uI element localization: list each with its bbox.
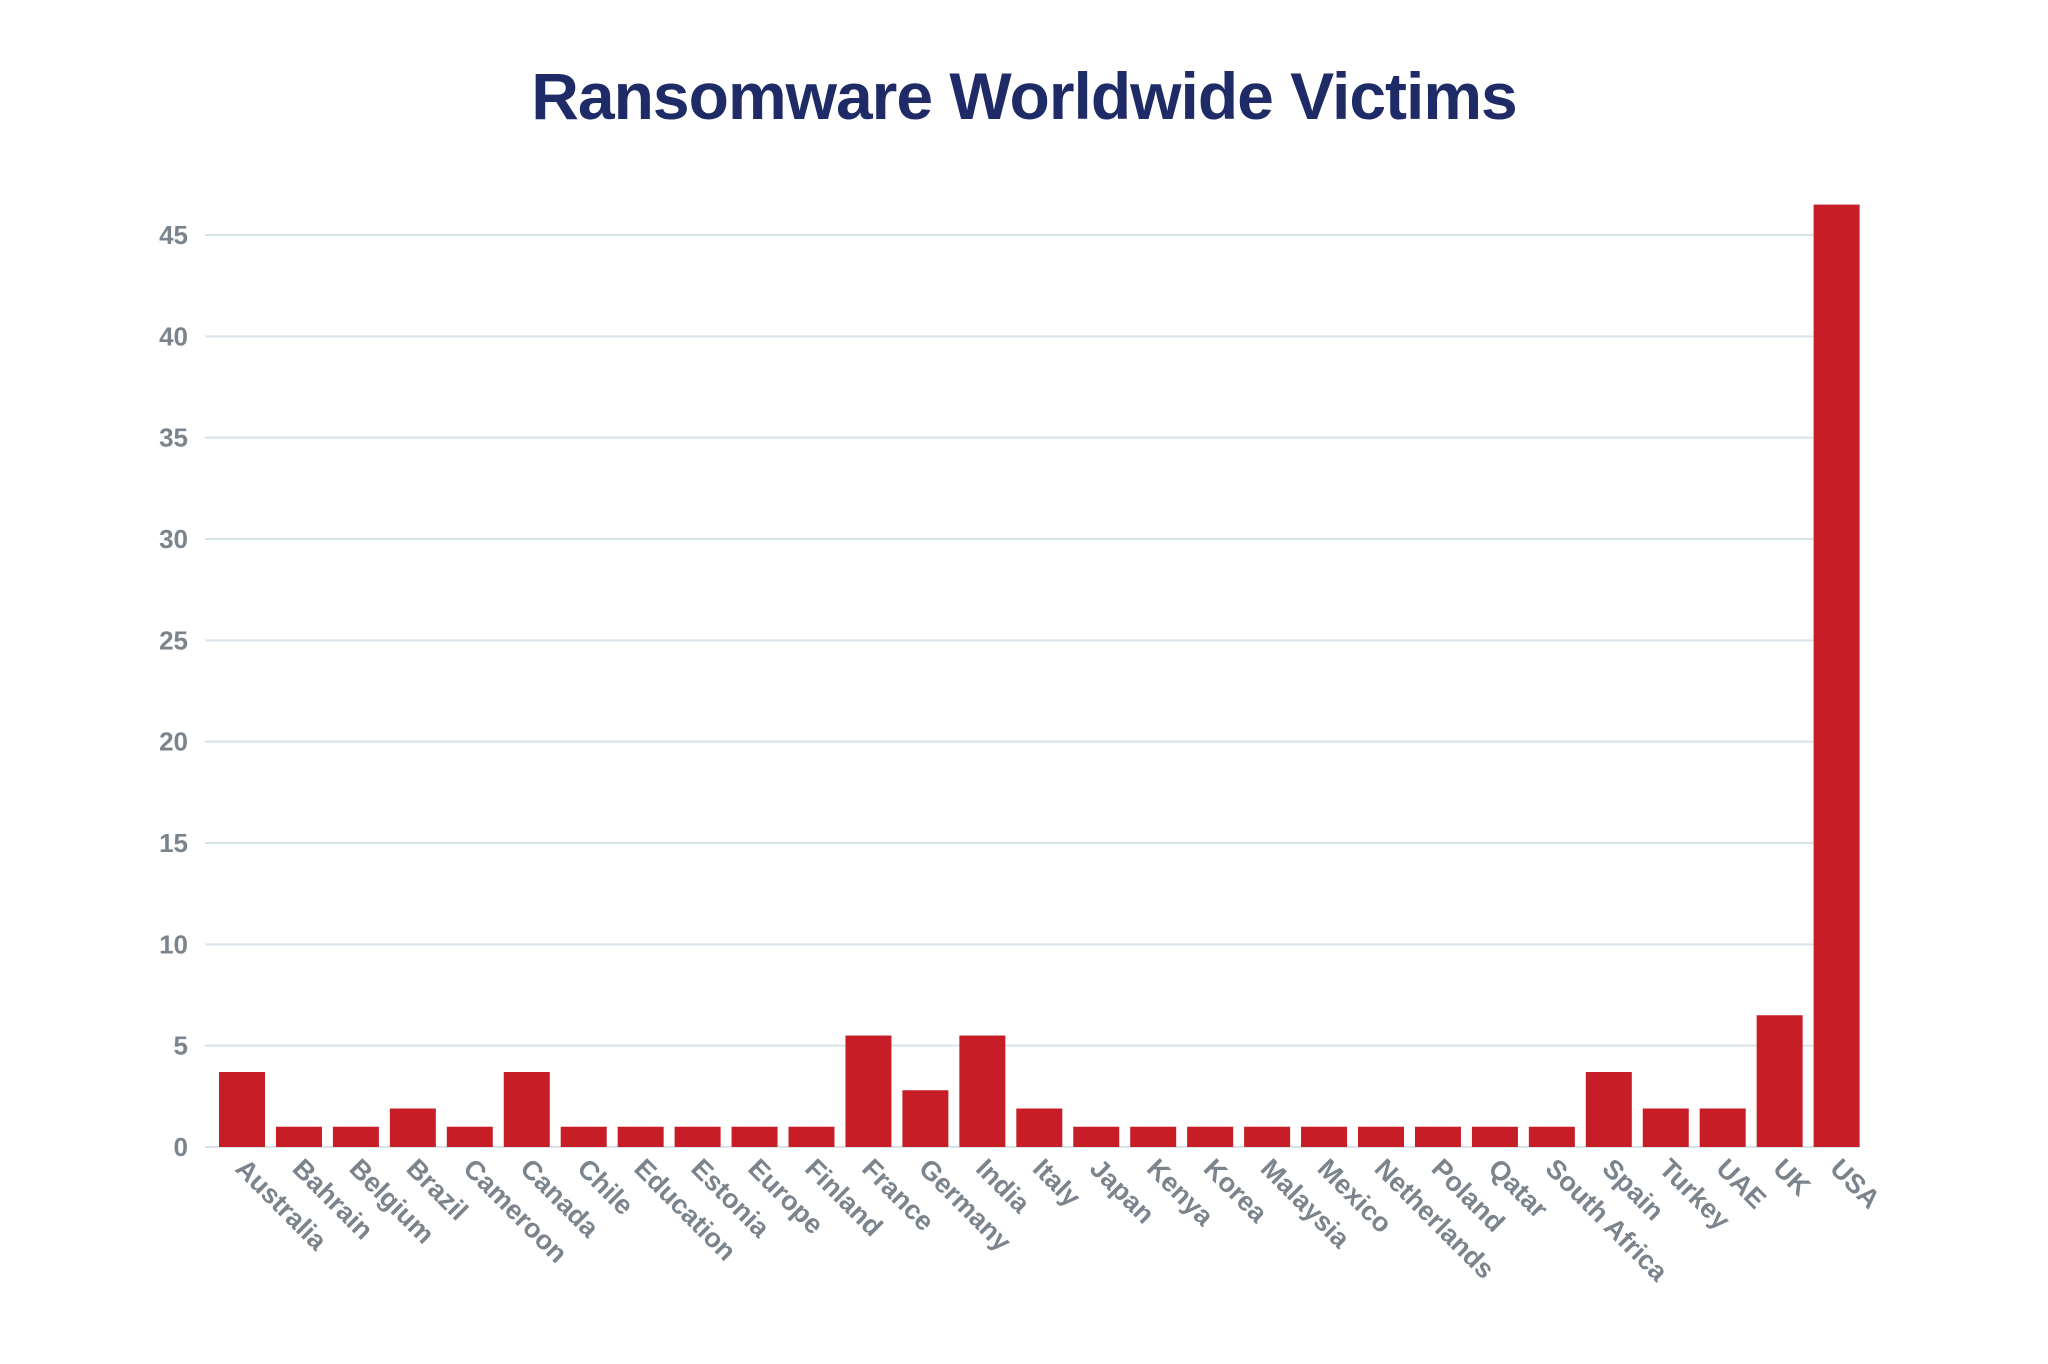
y-tick-label: 40 (159, 321, 188, 351)
bar-poland (1414, 1126, 1461, 1147)
y-tick-label: 35 (159, 423, 188, 453)
bar-italy (1016, 1108, 1063, 1147)
bar-finland (788, 1126, 835, 1147)
y-tick-label: 30 (159, 524, 188, 554)
x-tick-label: Italy (1027, 1153, 1086, 1212)
y-tick-label: 15 (159, 828, 188, 858)
grid-layer (205, 234, 1860, 1148)
bar-malaysia (1244, 1126, 1291, 1147)
x-tick-label: Japan (1084, 1153, 1160, 1229)
x-tick-label: USA (1824, 1153, 1886, 1215)
bars (219, 204, 1860, 1148)
bar-europe (731, 1126, 778, 1147)
bar-japan (1073, 1126, 1120, 1147)
bar-education (617, 1126, 664, 1147)
bar-australia (219, 1072, 265, 1147)
bar-germany (902, 1090, 949, 1147)
y-tick-label: 25 (159, 625, 188, 655)
bar-india (959, 1035, 1006, 1147)
bar-kenya (1130, 1126, 1177, 1147)
bar-usa (1813, 204, 1860, 1148)
x-tick-label: UK (1767, 1153, 1816, 1202)
bar-bahrain (275, 1126, 322, 1147)
bar-chile (560, 1126, 607, 1147)
y-tick-label: 10 (159, 929, 188, 959)
bar-netherlands (1358, 1126, 1404, 1147)
bar-canada (503, 1072, 550, 1147)
y-tick-label: 5 (174, 1031, 188, 1061)
x-axis-labels: AustraliaBahrainBelgiumBrazilCameroonCan… (230, 1153, 1886, 1288)
bar-cameroon (446, 1126, 493, 1147)
y-tick-label: 45 (159, 220, 188, 250)
y-tick-label: 20 (159, 727, 188, 757)
bar-brazil (389, 1108, 436, 1147)
bar-mexico (1301, 1126, 1348, 1147)
bar-belgium (332, 1126, 379, 1147)
bar-turkey (1642, 1108, 1689, 1147)
bar-uk (1756, 1015, 1803, 1147)
y-tick-label: 0 (174, 1132, 188, 1162)
chart-title: Ransomware Worldwide Victims (531, 59, 1518, 133)
bar-uae (1699, 1108, 1746, 1147)
bar-estonia (674, 1126, 721, 1147)
bar-france (845, 1035, 892, 1147)
bar-qatar (1471, 1126, 1518, 1147)
bar-spain (1585, 1072, 1632, 1147)
y-axis-ticks: 0 5 10 15 20 25 30 35 40 45 (159, 220, 188, 1162)
bar-korea (1187, 1126, 1234, 1147)
bar-south-africa (1528, 1126, 1575, 1147)
